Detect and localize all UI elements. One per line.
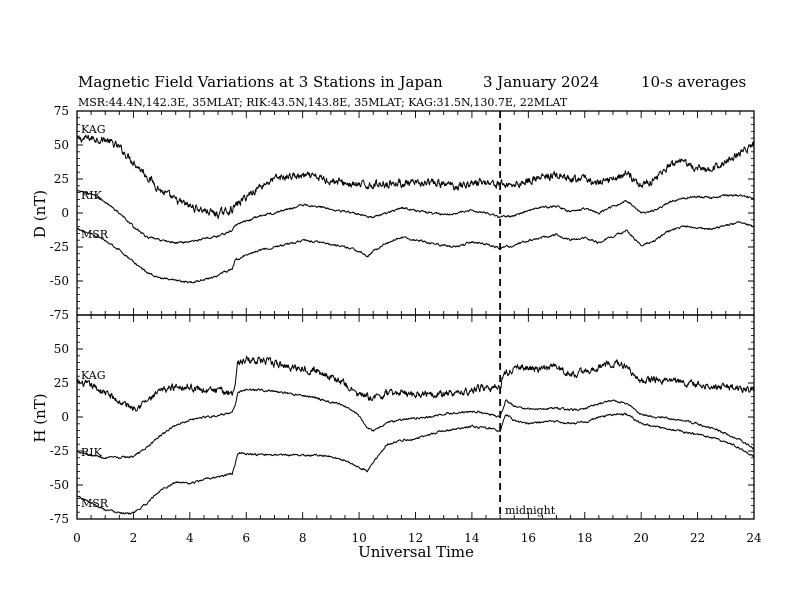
x-tick-label: 0 [73, 531, 81, 545]
chart-date: 3 January 2024 [483, 73, 599, 91]
d-component-panel: 75 50 25 0 -25 -50 -75 KAG RIK MSR [50, 104, 755, 322]
series-line-kag [76, 355, 755, 412]
x-tick-label: 20 [634, 531, 649, 545]
y-tick-label: -25 [50, 240, 69, 254]
x-axis-label: Universal Time [358, 543, 474, 561]
station-label-kag: KAG [81, 369, 106, 382]
x-tick-label: 10 [351, 531, 366, 545]
midnight-label: midnight [505, 504, 556, 517]
series-line-kag [76, 134, 755, 220]
x-tick-label: 2 [130, 531, 138, 545]
x-tick-label: 16 [521, 531, 536, 545]
x-tick-label: 12 [408, 531, 423, 545]
x-tick-label: 22 [690, 531, 705, 545]
y-tick-label: -75 [50, 308, 69, 322]
panel-frame [76, 110, 755, 316]
y-tick-label: -75 [50, 512, 69, 526]
x-tick-label: 24 [746, 531, 762, 545]
station-coordinates: MSR:44.4N,142.3E, 35MLAT; RIK:43.5N,143.… [78, 96, 568, 109]
series-line-rik [76, 388, 755, 460]
x-tick-label: 14 [464, 531, 480, 545]
d-axis-label: D (nT) [31, 190, 49, 238]
y-tick-label: 75 [54, 104, 69, 118]
y-tick-label: 0 [61, 206, 69, 220]
y-tick-label: -25 [50, 444, 69, 458]
chart-title: Magnetic Field Variations at 3 Stations … [78, 73, 443, 91]
series-line-rik [76, 190, 755, 245]
series-line-msr [76, 412, 755, 515]
series-line-msr [76, 221, 755, 284]
chart-averaging-note: 10-s averages [641, 73, 746, 91]
station-label-msr: MSR [81, 228, 109, 241]
y-tick-label: -50 [50, 274, 69, 288]
y-tick-label: 25 [54, 172, 69, 186]
y-tick-label: 50 [54, 138, 69, 152]
y-tick-label: 50 [54, 342, 69, 356]
x-tick-label: 8 [299, 531, 307, 545]
x-tick-label: 18 [577, 531, 592, 545]
station-label-rik: RIK [81, 189, 103, 202]
y-tick-label: -50 [50, 478, 69, 492]
y-tick-label: 25 [54, 376, 69, 390]
x-tick-label: 6 [242, 531, 250, 545]
h-component-panel: 50 25 0 -25 -50 -75 KAG RIK MSR [50, 314, 755, 526]
y-tick-label: 0 [61, 410, 69, 424]
x-axis-ticks: 0 2 4 6 8 10 12 14 16 18 20 22 24 [73, 531, 762, 545]
x-tick-label: 4 [186, 531, 194, 545]
station-label-rik: RIK [81, 446, 103, 459]
station-label-msr: MSR [81, 497, 109, 510]
station-label-kag: KAG [81, 123, 106, 136]
h-axis-label: H (nT) [31, 393, 49, 442]
